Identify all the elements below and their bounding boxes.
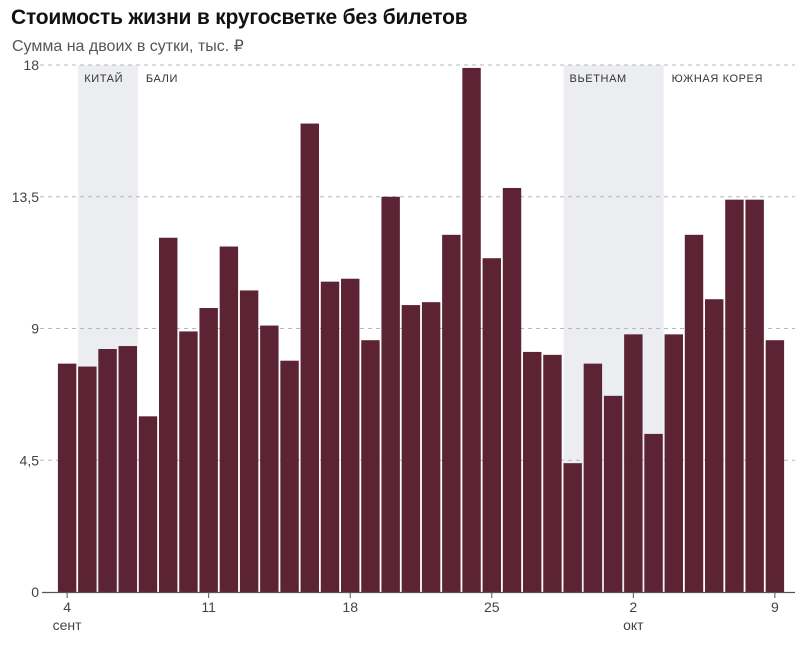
x-tick-label: 2 <box>629 599 637 615</box>
bar <box>725 199 744 592</box>
chart-title: Стоимость жизни в кругосветке без билето… <box>11 6 468 29</box>
bar <box>219 246 239 592</box>
bar <box>199 308 218 592</box>
bar <box>684 234 704 593</box>
x-tick-label: 4 <box>63 599 71 615</box>
bar <box>401 305 421 592</box>
x-tick-month-label: сент <box>53 617 83 633</box>
bar <box>523 351 542 592</box>
x-tick-label: 25 <box>484 599 500 615</box>
bar <box>98 348 117 592</box>
x-tick-month-label: окт <box>623 617 644 633</box>
bar <box>765 340 785 592</box>
x-tick-label: 11 <box>201 599 216 615</box>
region-label: ЮЖНАЯ КОРЕЯ <box>672 73 763 85</box>
bar <box>300 123 319 593</box>
bar <box>239 290 259 592</box>
bar <box>482 258 501 592</box>
bar <box>603 395 623 592</box>
bar <box>644 433 663 592</box>
bar <box>179 331 198 592</box>
y-tick-label: 0 <box>31 584 39 600</box>
bar <box>260 325 279 592</box>
bar <box>664 334 683 592</box>
bar <box>624 334 643 592</box>
region-label: ВЬЕТНАМ <box>570 73 627 85</box>
y-tick-label: 13,5 <box>12 189 39 205</box>
bar <box>442 234 461 593</box>
bar <box>138 416 158 592</box>
bar <box>280 360 299 592</box>
y-tick-label: 4,5 <box>20 452 40 468</box>
bar <box>462 67 481 592</box>
region-label: КИТАЙ <box>84 72 123 85</box>
region-label: БАЛИ <box>146 73 178 85</box>
x-tick-label: 9 <box>771 599 779 615</box>
bar <box>421 302 441 592</box>
bar <box>502 187 522 592</box>
bar <box>361 340 380 592</box>
bar <box>159 237 178 592</box>
bar <box>543 354 562 592</box>
bar <box>118 346 137 592</box>
y-tick-label: 18 <box>23 57 39 73</box>
bar <box>705 299 724 592</box>
chart-subtitle: Сумма на двоих в сутки, тыс. ₽ <box>12 38 244 55</box>
bar <box>57 363 77 592</box>
y-tick-label: 9 <box>31 321 39 337</box>
bar <box>563 463 582 592</box>
bar <box>320 281 340 592</box>
bar <box>745 199 764 592</box>
x-tick-label: 18 <box>342 599 358 615</box>
bar <box>78 366 97 592</box>
bar <box>583 363 603 592</box>
bar <box>341 278 360 592</box>
bar <box>381 196 400 592</box>
